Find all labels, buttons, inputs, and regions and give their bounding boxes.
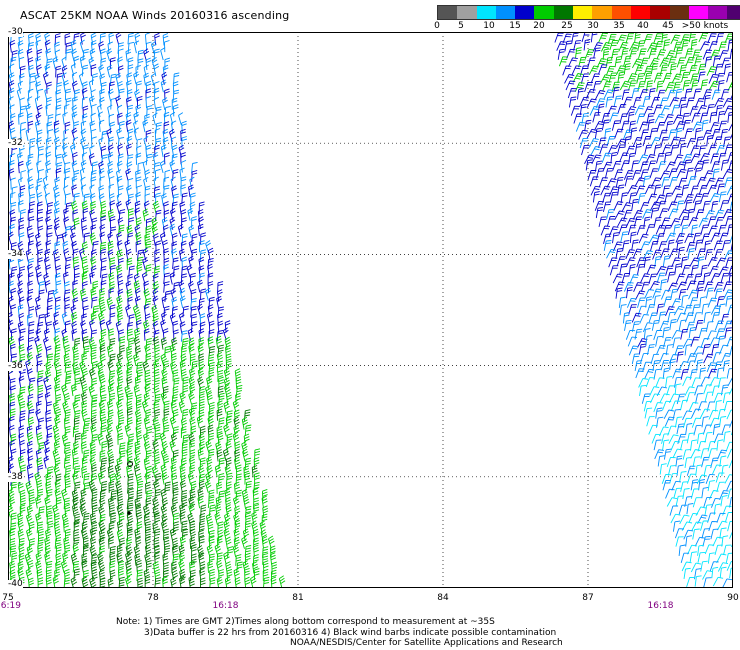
latitude-label: -40 <box>8 579 23 589</box>
latitude-label: -30 <box>8 27 23 37</box>
island-marker <box>127 511 131 515</box>
footnotes: Note: 1) Times are GMT 2)Times along bot… <box>0 617 740 649</box>
pass-time-label: 16:18 <box>212 601 239 611</box>
scale-label: 25 <box>561 21 573 31</box>
scale-label: 5 <box>458 21 464 31</box>
scale-color-0 <box>438 6 458 19</box>
longitude-label: 75 <box>2 593 14 603</box>
latitude-label: -34 <box>8 249 23 260</box>
scale-color-9 <box>611 6 631 19</box>
scale-color-14 <box>708 6 728 19</box>
map-title: ASCAT 25KM NOAA Winds 20160316 ascending <box>20 9 290 22</box>
note-line-3: NOAA/NESDIS/Center for Satellite Applica… <box>290 638 563 648</box>
wind-speed-color-scale <box>437 5 740 20</box>
scale-color-12 <box>669 6 689 19</box>
longitude-label: 84 <box>437 593 449 603</box>
pass-time-label: 16:18 <box>647 601 674 611</box>
latitude-label: -32 <box>8 138 23 149</box>
scale-label: 40 <box>637 21 649 31</box>
scale-label: 0 <box>434 21 440 31</box>
scale-color-5 <box>534 6 554 19</box>
scale-label: 35 <box>613 21 625 31</box>
wind-speed-scale-labels: 0 5 10 15 20 25 30 35 40 45 >50 knots <box>434 21 737 33</box>
scale-label: 20 <box>533 21 545 31</box>
scale-label: 15 <box>509 21 521 31</box>
scale-color-8 <box>592 6 612 19</box>
scale-color-11 <box>650 6 670 19</box>
scale-color-1 <box>457 6 477 19</box>
longitude-label: 81 <box>292 593 304 603</box>
scale-color-2 <box>476 6 496 19</box>
longitude-label: 90 <box>727 593 739 603</box>
right-swath-barbs <box>554 32 733 588</box>
scale-color-6 <box>553 6 574 19</box>
scale-color-4 <box>515 6 535 19</box>
latitude-label: -36 <box>8 360 23 371</box>
left-swath-barbs <box>8 32 286 588</box>
pass-time-label: 16:19 <box>0 601 21 611</box>
note-line-1: Note: 1) Times are GMT 2)Times along bot… <box>116 617 495 627</box>
scale-label: 10 <box>483 21 495 31</box>
scale-label: >50 knots <box>681 21 729 31</box>
scale-label: 30 <box>587 21 599 31</box>
scale-color-3 <box>495 6 516 19</box>
map-border <box>8 32 733 588</box>
scale-color-13 <box>688 6 709 19</box>
scale-label: 45 <box>662 21 674 31</box>
note-line-2: 3)Data buffer is 22 hrs from 20160316 4)… <box>144 627 557 638</box>
longitude-label: 78 <box>147 593 159 603</box>
longitude-label: 87 <box>582 593 594 603</box>
wind-barb-map <box>8 32 733 588</box>
island-marker <box>127 461 133 467</box>
scale-color-15 <box>727 6 740 19</box>
scale-color-7 <box>573 6 593 19</box>
scale-color-10 <box>630 6 651 19</box>
gridlines <box>8 32 733 588</box>
latitude-label: -38 <box>8 471 23 482</box>
